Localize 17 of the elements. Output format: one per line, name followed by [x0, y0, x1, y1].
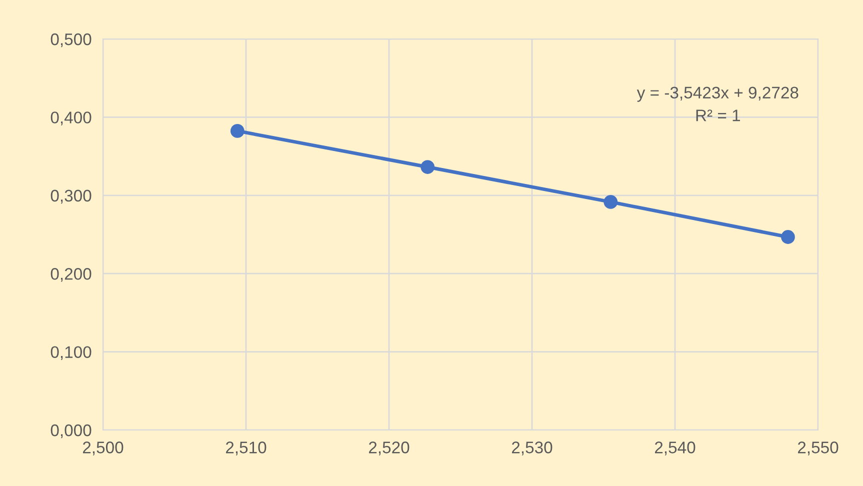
x-tick-label: 2,520 [368, 442, 410, 456]
annotation: y = -3,5423x + 9,2728 R² = 1 [636, 86, 798, 122]
y-tick-label: 0,100 [50, 346, 92, 360]
x-tick-label: 2,510 [226, 442, 266, 456]
point [781, 230, 795, 244]
point [230, 124, 244, 138]
y-tick-label: 0,400 [50, 112, 92, 126]
y-tick-label: 0,200 [50, 268, 92, 282]
x-tick-label: 2,550 [798, 442, 838, 456]
x-tick-label: 2,540 [654, 442, 696, 456]
point [604, 195, 618, 209]
x-tick-label: 2,530 [512, 442, 552, 456]
y-tick-label: 0,000 [50, 424, 92, 438]
point [420, 160, 435, 174]
y-tick-label: 0,500 [50, 33, 92, 48]
y-tick-label: 0,300 [50, 190, 92, 204]
x-tick-label: 2,500 [82, 442, 124, 456]
